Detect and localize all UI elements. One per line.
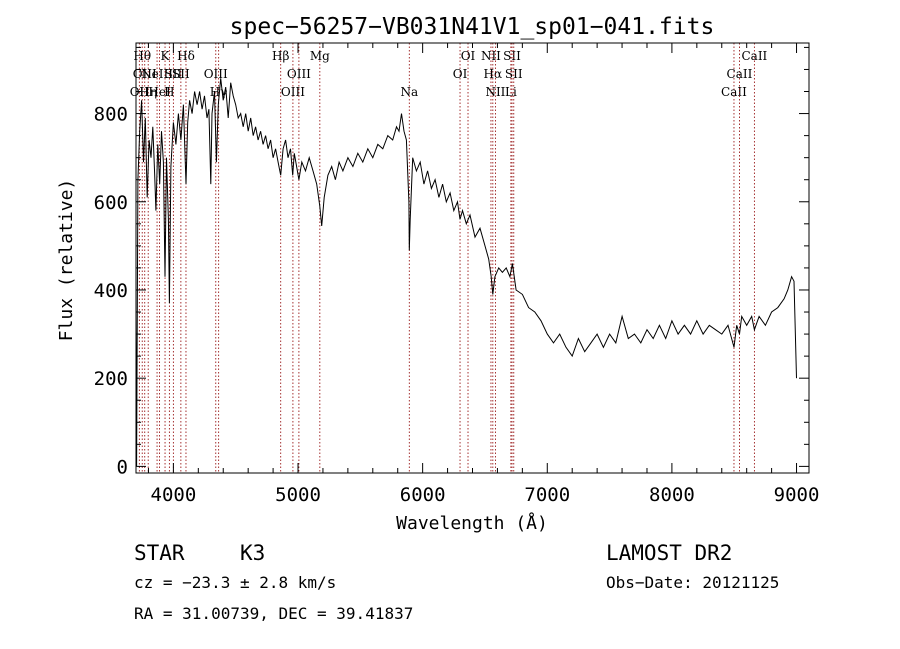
- x-tick-label: 7000: [524, 484, 570, 506]
- y-axis-label: Flux (relative): [56, 179, 77, 342]
- line-marker-label: CaII: [741, 49, 767, 63]
- chart-title: spec−56257−VB031N41V1_sp01−041.fits: [230, 14, 715, 40]
- line-marker-label: SII: [165, 67, 183, 81]
- line-marker-label: Hα: [484, 67, 503, 81]
- y-tick-label: 200: [94, 368, 128, 390]
- y-tick-label: 600: [94, 192, 128, 214]
- coordinates: RA = 31.00739, DEC = 39.41837: [134, 604, 413, 623]
- x-axis-label: Wavelength (Å): [396, 512, 548, 534]
- line-marker-label: Mg: [310, 49, 330, 63]
- line-marker-label: Hη: [139, 85, 157, 99]
- y-tick-label: 0: [117, 456, 128, 478]
- line-marker-label: OIII: [133, 67, 157, 81]
- line-marker-label: Li: [505, 85, 517, 99]
- plot-frame: [135, 42, 810, 474]
- redshift-readout: cz = −23.3 ± 2.8 km/s: [134, 573, 336, 592]
- x-tick-label: 6000: [400, 484, 446, 506]
- y-axis: 0 200 400 600 800: [94, 46, 809, 478]
- line-marker-label: OI: [453, 67, 468, 81]
- line-marker-label: OIII: [287, 67, 311, 81]
- line-marker-label: SII: [172, 67, 190, 81]
- object-class: STAR: [134, 541, 185, 565]
- line-marker-label: SII: [503, 49, 521, 63]
- line-marker-label: OIII: [204, 67, 228, 81]
- x-tick-label: 4000: [151, 484, 197, 506]
- obs-date: Obs−Date: 20121125: [606, 573, 779, 592]
- line-marker-label: SII: [505, 67, 523, 81]
- y-tick-label: 800: [94, 104, 128, 126]
- line-marker-label: K: [161, 49, 171, 63]
- object-subclass: K3: [240, 541, 265, 565]
- x-tick-label: 9000: [774, 484, 820, 506]
- y-tick-label: 400: [94, 280, 128, 302]
- line-marker-label: Hθ: [133, 49, 151, 63]
- line-marker-label: NII: [481, 49, 501, 63]
- x-tick-label: 8000: [649, 484, 695, 506]
- line-marker-label: Hδ: [177, 49, 195, 63]
- line-marker-label: OI: [461, 49, 476, 63]
- line-marker-label: H: [164, 85, 174, 99]
- line-marker-label: NII: [485, 85, 505, 99]
- x-tick-label: 5000: [275, 484, 321, 506]
- line-marker-label: Na: [400, 85, 418, 99]
- line-marker-label: CaII: [727, 67, 753, 81]
- spectrum-line: [135, 78, 797, 467]
- line-marker-label: Hβ: [272, 49, 289, 63]
- survey-name: LAMOST DR2: [606, 541, 732, 565]
- line-marker-label: OIII: [281, 85, 305, 99]
- line-marker-label: NeIII: [141, 67, 173, 81]
- x-axis: 4000 5000 6000 7000 8000 9000: [147, 43, 820, 506]
- line-marker-label: CaII: [721, 85, 747, 99]
